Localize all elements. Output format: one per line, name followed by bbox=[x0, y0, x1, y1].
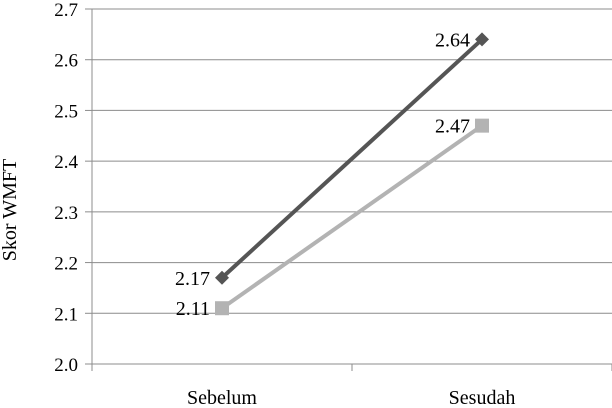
data-point-diamond bbox=[215, 270, 229, 285]
y-tick-label: 2.3 bbox=[54, 203, 78, 224]
series-line bbox=[220, 124, 484, 310]
y-tick-label: 2.4 bbox=[54, 152, 78, 173]
axes bbox=[85, 8, 612, 371]
gridlines bbox=[92, 8, 612, 314]
x-tick-label: Sesudah bbox=[449, 387, 516, 408]
data-label: 2.64 bbox=[435, 29, 470, 51]
y-tick-label: 2.2 bbox=[54, 254, 78, 275]
data-label: 2.11 bbox=[176, 298, 210, 320]
y-tick-label: 2.0 bbox=[54, 355, 78, 376]
data-label: 2.17 bbox=[175, 268, 210, 290]
data-label: 2.47 bbox=[435, 116, 470, 138]
data-point-square bbox=[475, 118, 489, 133]
y-tick-label: 2.6 bbox=[54, 51, 78, 72]
x-tick-label: Sebelum bbox=[187, 387, 257, 408]
data-point-square bbox=[215, 301, 229, 316]
y-tick-label: 2.1 bbox=[54, 304, 78, 325]
y-axis-title: Skor WMFT bbox=[0, 159, 21, 261]
labels: 2.0 2.1 2.2 2.3 2.4 2.5 2.6 2.7 Sebelum Sesudah 2.… bbox=[54, 0, 515, 408]
data-point-diamond bbox=[475, 32, 489, 47]
y-tick-label: 2.5 bbox=[54, 101, 78, 122]
series-line bbox=[220, 37, 484, 280]
series-group bbox=[215, 32, 489, 316]
y-tick-label: 2.7 bbox=[54, 0, 78, 21]
